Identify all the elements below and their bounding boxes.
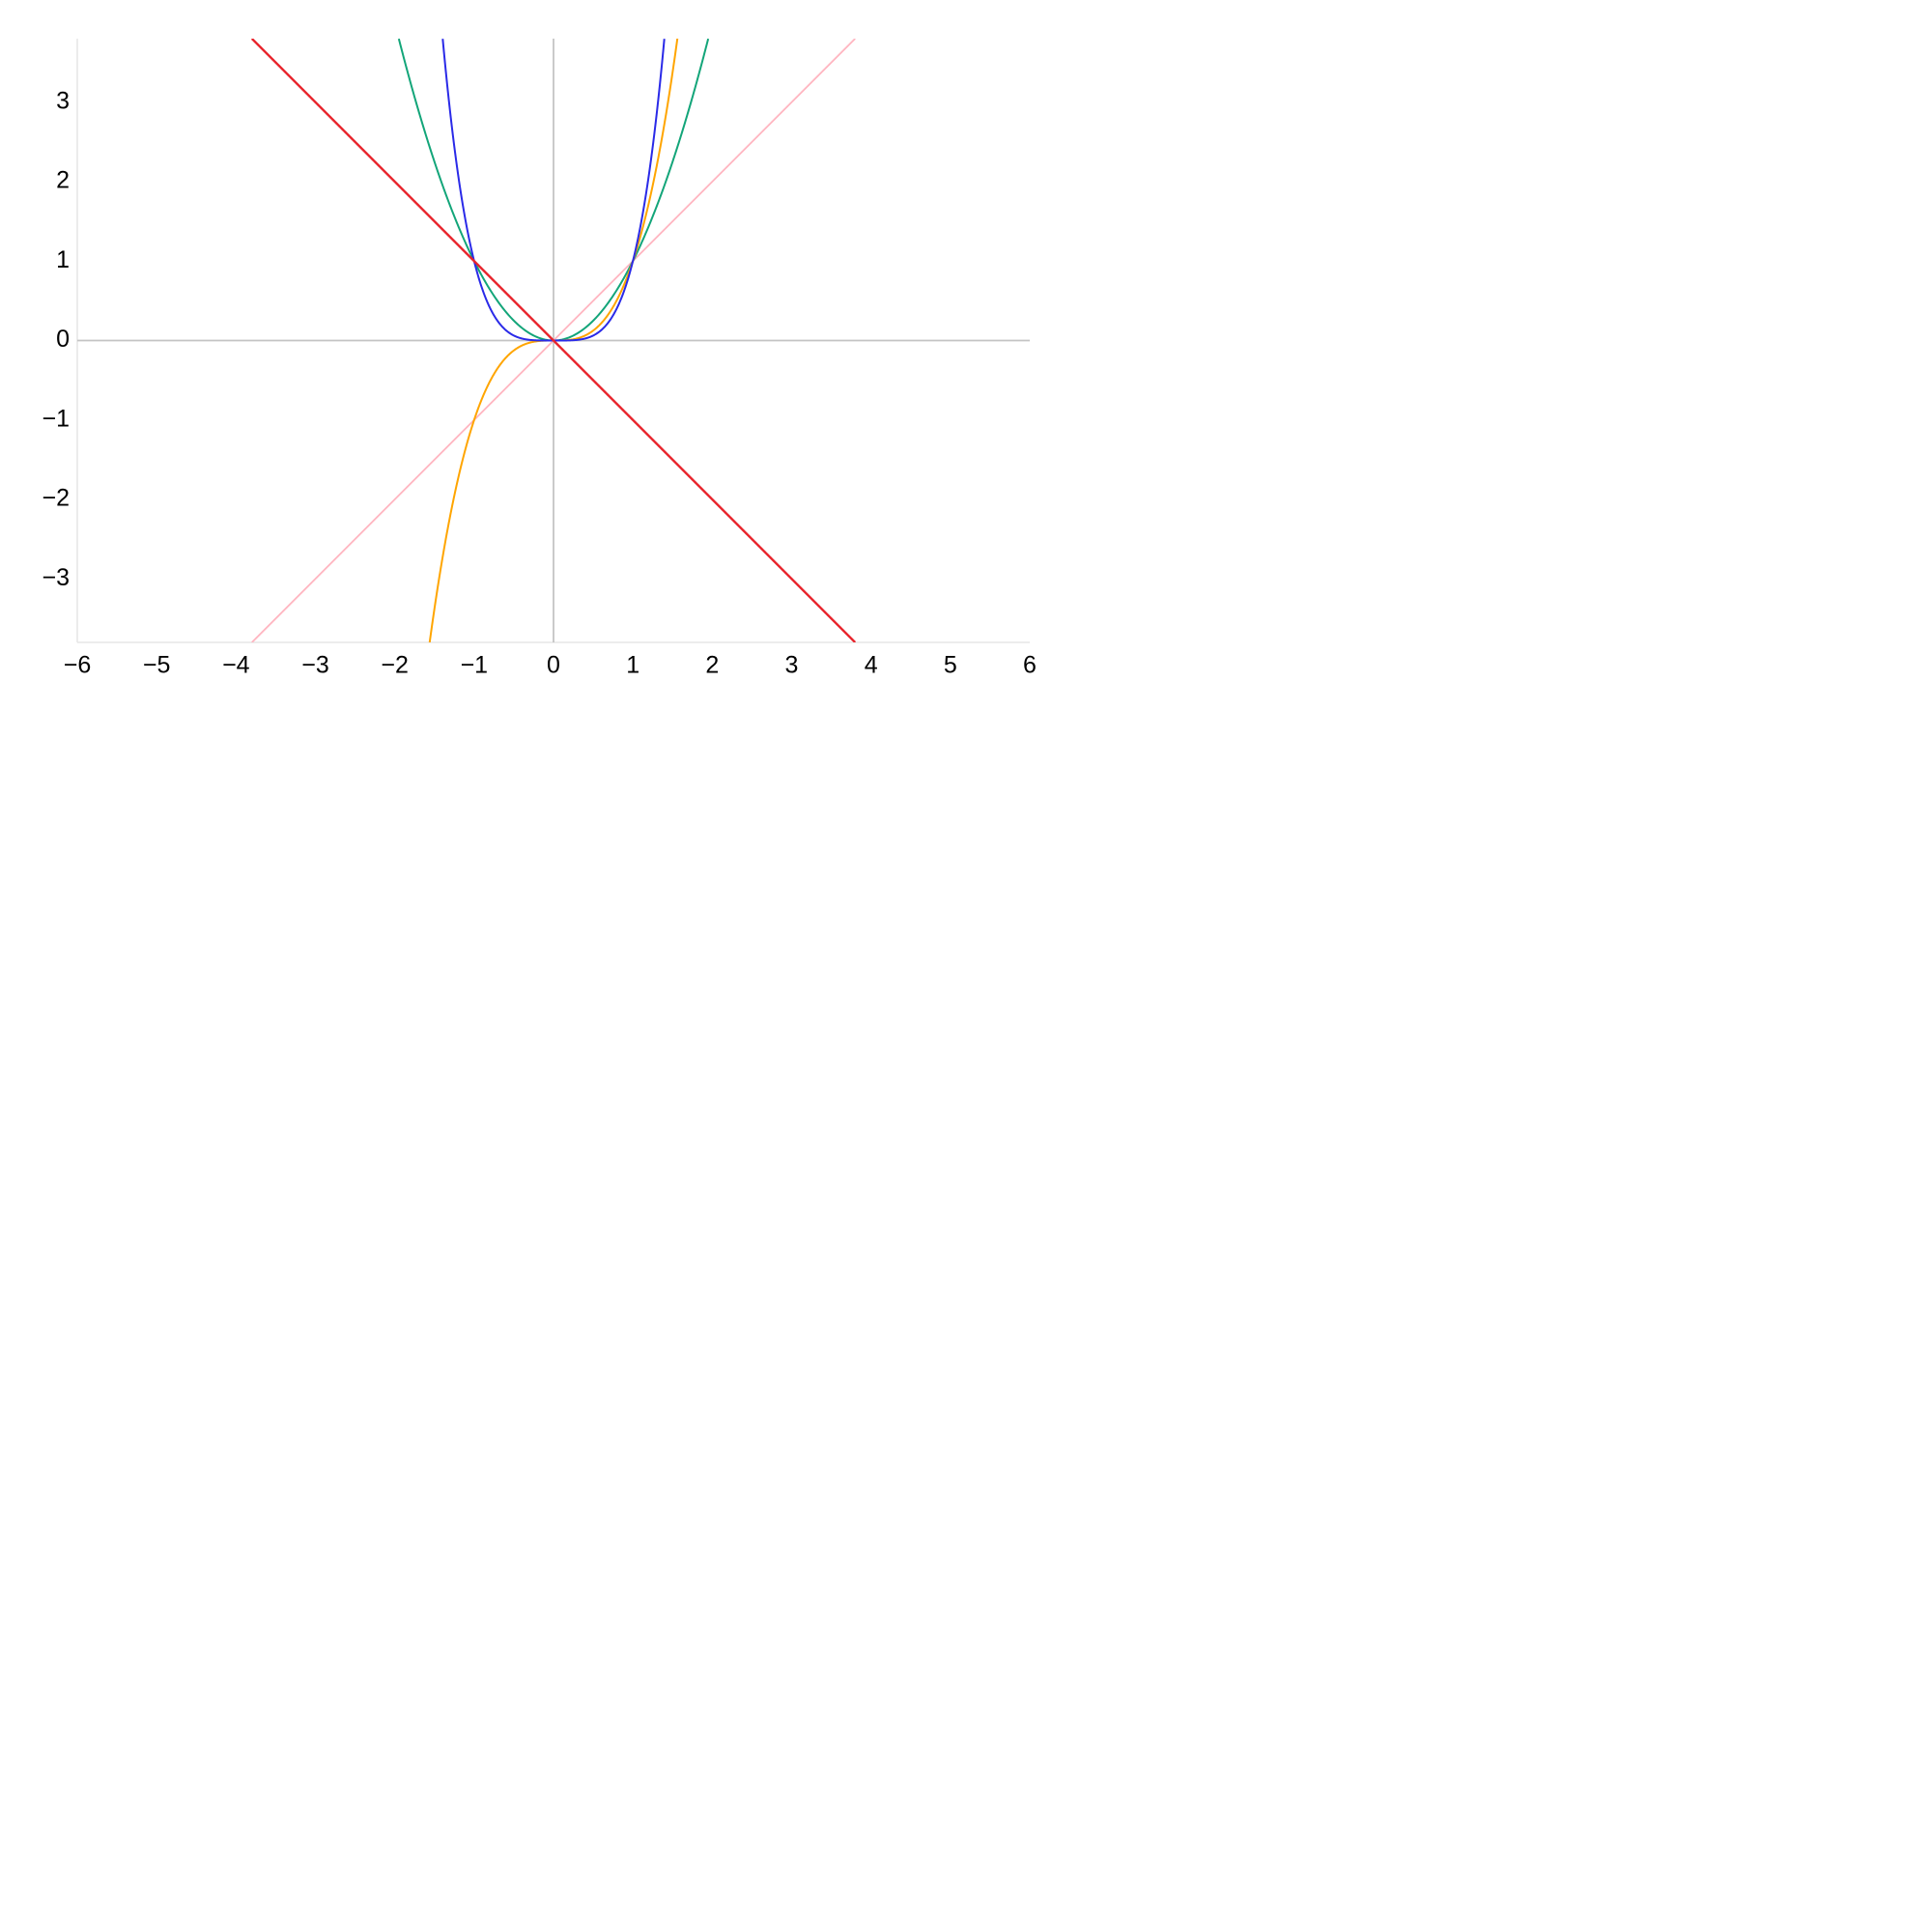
- x-tick-label: −5: [143, 652, 171, 679]
- x-tick-label: −3: [301, 652, 329, 679]
- x-tick-label: 5: [944, 652, 957, 679]
- curves: [250, 39, 857, 642]
- x-tick-label: 6: [1023, 652, 1037, 679]
- y-tick-label: 2: [56, 167, 70, 194]
- y-tick-label: 0: [56, 326, 70, 353]
- x-tick-label: 0: [547, 652, 560, 679]
- x-tick-label: −4: [222, 652, 250, 679]
- x-tick-label: 1: [626, 652, 639, 679]
- x-tick-label: 4: [865, 652, 878, 679]
- x-tick-label: 3: [785, 652, 799, 679]
- y-tick-label: 3: [56, 87, 70, 114]
- y-tick-label: −3: [42, 564, 70, 591]
- x-tick-label: −2: [381, 652, 409, 679]
- y-tick-label: −1: [42, 405, 70, 432]
- tick-labels: −6 −5 −4 −3 −2 −1 0 1 2 3 4 5 6 −3 −2 −1 0 1 2 3: [42, 87, 1036, 678]
- y-tick-label: −2: [42, 485, 70, 512]
- x-tick-label: −1: [461, 652, 489, 679]
- x-tick-label: −6: [64, 652, 92, 679]
- y-tick-label: 1: [56, 246, 70, 273]
- x-tick-label: 2: [705, 652, 719, 679]
- curve-negative-linear: [250, 39, 857, 642]
